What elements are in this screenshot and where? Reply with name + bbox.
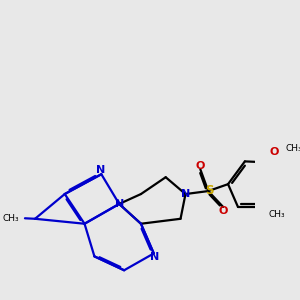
Text: CH₃: CH₃ (2, 214, 19, 223)
Text: CH₃: CH₃ (285, 144, 300, 153)
Text: S: S (205, 184, 214, 197)
Text: N: N (115, 199, 124, 209)
Text: N: N (96, 165, 106, 175)
Text: N: N (151, 252, 160, 262)
Text: O: O (219, 206, 228, 216)
Text: O: O (195, 160, 205, 170)
Text: CH₃: CH₃ (269, 211, 285, 220)
Text: N: N (181, 188, 190, 199)
Text: O: O (269, 146, 279, 157)
